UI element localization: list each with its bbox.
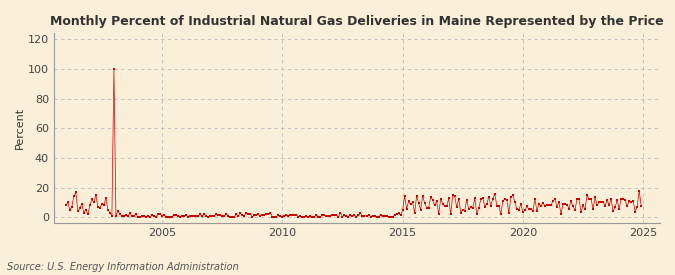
Y-axis label: Percent: Percent: [15, 107, 25, 149]
Text: Source: U.S. Energy Information Administration: Source: U.S. Energy Information Administ…: [7, 262, 238, 272]
Title: Monthly Percent of Industrial Natural Gas Deliveries in Maine Represented by the: Monthly Percent of Industrial Natural Ga…: [50, 15, 664, 28]
